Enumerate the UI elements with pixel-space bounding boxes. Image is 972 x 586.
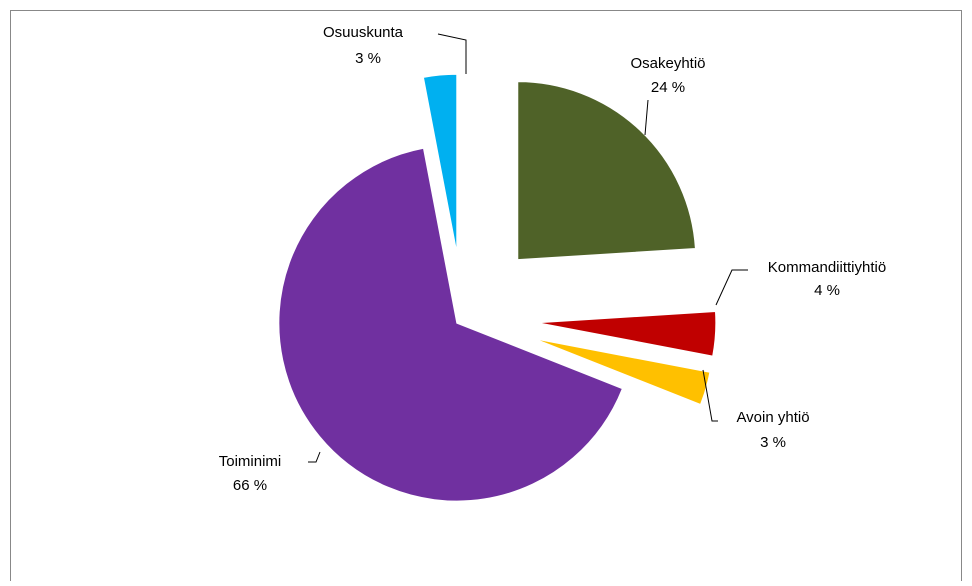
slice-value: 3 % (760, 434, 786, 451)
slice-label: Avoin yhtiö (736, 409, 809, 426)
leader-line (702, 369, 718, 422)
slice-label: Toiminimi (219, 453, 282, 470)
pie-slice (278, 147, 623, 502)
leader-line (437, 33, 467, 74)
slice-label: Kommandiittiyhtiö (768, 259, 886, 276)
slice-label: Osuuskunta (323, 24, 404, 41)
slice-value: 3 % (355, 50, 381, 67)
leader-line (644, 99, 649, 136)
pie-slice (422, 73, 458, 253)
slice-value: 4 % (814, 282, 840, 299)
leader-line (715, 269, 748, 306)
pie-slice (537, 311, 717, 357)
slice-value: 24 % (651, 79, 685, 96)
slice-value: 66 % (233, 477, 267, 494)
slice-label: Osakeyhtiö (630, 55, 705, 72)
pie-slice (517, 81, 696, 261)
leader-line (308, 451, 321, 463)
